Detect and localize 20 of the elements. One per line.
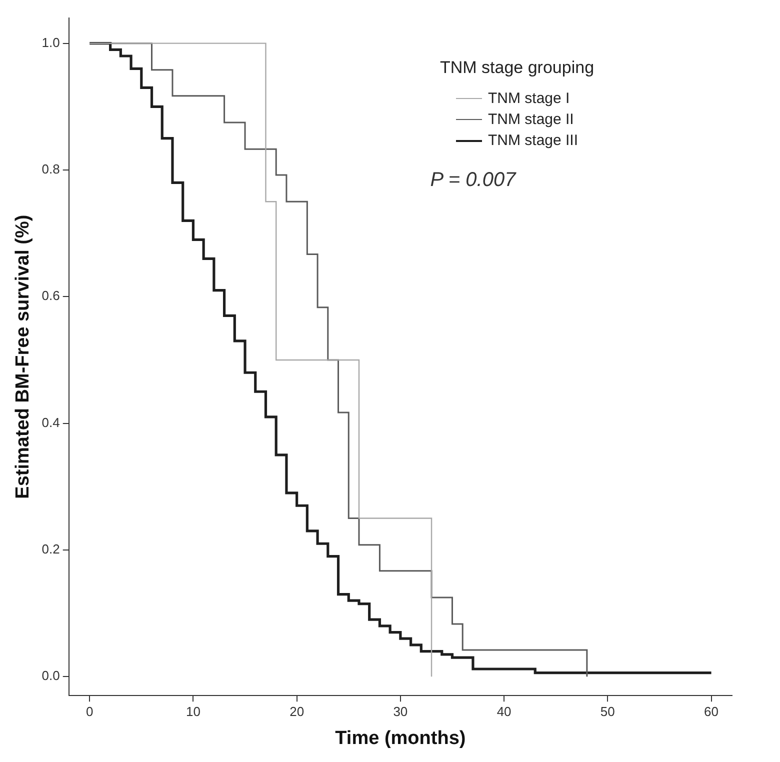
x-tick-label: 50 [600, 704, 615, 719]
legend-label: TNM stage III [488, 132, 578, 149]
y-tick-label: 1.0 [42, 34, 60, 50]
legend-title: TNM stage grouping [440, 58, 594, 78]
y-tick-label: 0.6 [42, 288, 60, 304]
annotation: P = 0.007 [430, 169, 517, 192]
x-axis-title: Time (months) [335, 728, 466, 749]
x-tick-label: 60 [704, 704, 719, 719]
y-tick-label: 0.8 [42, 162, 60, 177]
x-tick-label: 10 [186, 704, 200, 719]
y-tick-label: 0.2 [42, 542, 60, 557]
y-axis-title: Estimated BM-Free survival (%) [12, 214, 34, 499]
y-tick-label: 0.0 [42, 668, 60, 684]
y-tick-label: 0.4 [42, 414, 60, 430]
legend-label: TNM stage II [488, 111, 574, 128]
legend-label: TNM stage I [488, 90, 570, 107]
x-tick-label: 40 [496, 704, 512, 719]
x-tick-label: 0 [86, 704, 94, 719]
x-tick-label: 30 [393, 704, 408, 719]
x-tick-label: 20 [290, 704, 304, 719]
